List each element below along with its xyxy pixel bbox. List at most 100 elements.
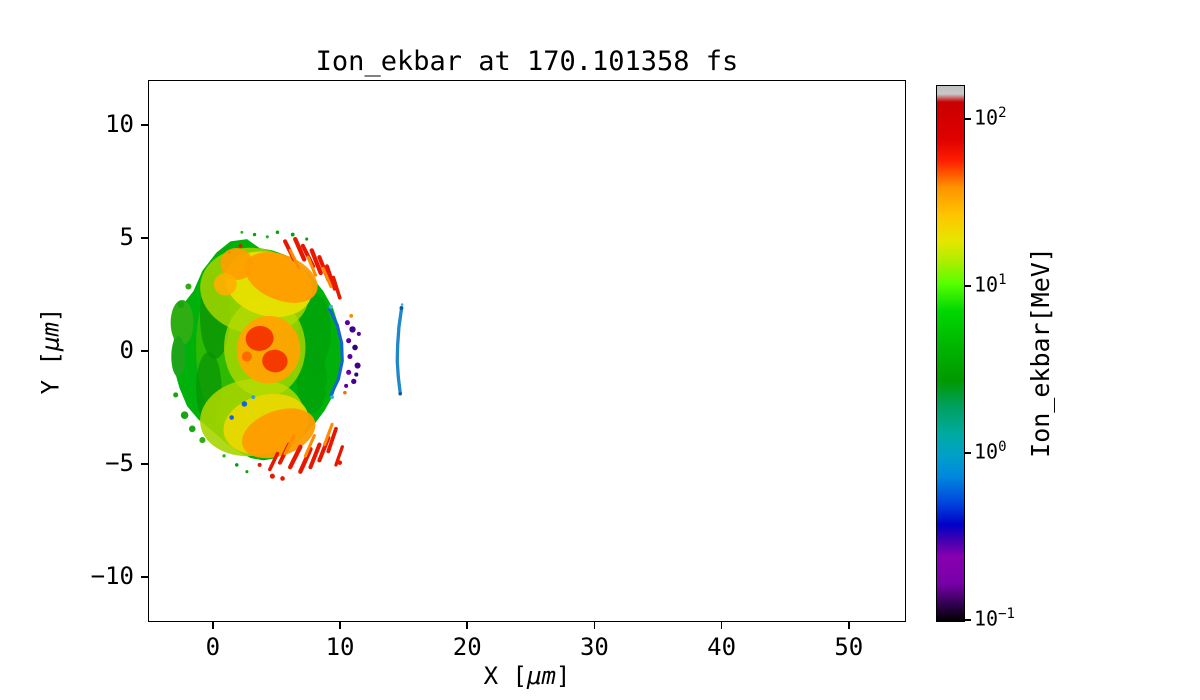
plume-feature <box>395 307 404 395</box>
plume-feature <box>398 391 402 396</box>
x-tick-label: 20 <box>452 633 482 661</box>
plume-feature <box>288 444 303 470</box>
colorbar-tick-mark <box>964 452 971 454</box>
plume-feature <box>251 395 256 400</box>
chart-title: Ion_ekbar at 170.101358 fs <box>315 46 739 77</box>
plume-feature <box>257 462 262 467</box>
y-axis-label: Y [μm] <box>22 80 78 622</box>
y-tick-label: 5 <box>119 223 134 252</box>
colorbar-tick-label: 100 <box>974 439 1007 464</box>
colorbar-tick-mark <box>964 619 971 621</box>
colorbar-tick-mark <box>964 285 971 287</box>
y-tick-label: 0 <box>119 336 134 364</box>
plume-feature <box>222 454 226 458</box>
colorbar-tick-mark <box>964 118 971 120</box>
y-axis-label-pre: Y [ <box>36 351 64 395</box>
plume-feature <box>245 470 249 474</box>
plume-feature <box>303 434 316 458</box>
plume-feature <box>344 383 349 388</box>
plume-feature <box>337 460 343 465</box>
plume-feature <box>352 344 358 351</box>
plume-feature <box>213 272 237 296</box>
y-axis-label-unit: μm <box>36 322 64 351</box>
plume-feature <box>220 247 254 280</box>
y-tick-label: −10 <box>90 561 134 590</box>
plume-feature <box>177 301 185 309</box>
plume-feature <box>245 325 274 351</box>
plume-feature <box>280 476 285 481</box>
colorbar-tick-label: 102 <box>974 105 1007 130</box>
colorbar <box>936 85 965 622</box>
plume-feature <box>180 411 189 420</box>
plume-feature <box>188 425 196 433</box>
plume-feature <box>354 362 361 369</box>
plume-feature <box>244 252 318 303</box>
plume-feature <box>344 320 350 326</box>
plume-feature <box>351 378 357 385</box>
x-axis-label: X [μm] <box>148 662 906 690</box>
plume-feature <box>171 336 186 377</box>
plume-feature <box>297 293 331 371</box>
plume-feature <box>298 446 313 474</box>
plume-feature <box>334 445 344 467</box>
plume-feature <box>275 230 280 235</box>
plume-feature <box>296 349 328 413</box>
plume-feature <box>242 408 316 459</box>
plume-feature <box>293 236 307 262</box>
plume-feature <box>288 248 301 270</box>
x-axis-label-post: ] <box>555 662 571 690</box>
plume-feature <box>331 275 342 300</box>
plume-feature <box>349 313 354 318</box>
plume-feature <box>269 473 275 479</box>
y-tick-mark <box>141 576 148 578</box>
plume-feature <box>399 306 404 310</box>
plume-feature <box>328 307 344 397</box>
plume-feature <box>346 369 352 375</box>
plume-feature <box>240 230 244 234</box>
x-axis-label-pre: X [ <box>483 662 527 690</box>
plot-area <box>148 80 906 622</box>
plume-feature <box>283 434 296 456</box>
x-tick-mark <box>339 622 341 629</box>
x-tick-label: 0 <box>205 633 221 661</box>
plume-feature <box>309 248 323 276</box>
x-tick-label: 50 <box>834 633 864 661</box>
plume-feature <box>290 232 295 237</box>
plume-feature <box>185 283 192 290</box>
plume-feature <box>170 300 194 346</box>
plume-feature <box>252 232 257 237</box>
x-tick-label: 40 <box>707 633 737 661</box>
y-tick-mark <box>141 350 148 352</box>
plume-feature <box>262 349 288 373</box>
plume-feature <box>173 392 179 398</box>
x-axis-label-unit: μm <box>527 662 556 690</box>
colorbar-label-text: Ion_ekbar[MeV] <box>1025 247 1055 458</box>
heatmap-canvas <box>170 230 404 481</box>
plume-feature <box>325 264 337 291</box>
y-tick-label: −5 <box>105 448 134 477</box>
x-tick-mark <box>212 622 214 629</box>
x-tick-label: 10 <box>325 633 355 661</box>
x-tick-mark <box>593 622 596 629</box>
y-tick-mark <box>141 124 148 126</box>
plume-feature <box>354 372 359 377</box>
y-tick-label: 10 <box>105 110 134 139</box>
x-tick-mark <box>466 622 468 629</box>
y-tick-mark <box>141 237 148 239</box>
x-tick-mark <box>848 622 850 629</box>
plume-feature <box>346 338 352 344</box>
plume-feature <box>227 250 231 255</box>
y-axis-label-post: ] <box>36 307 64 323</box>
plume-feature <box>306 255 318 277</box>
y-tick-mark <box>141 463 148 465</box>
plume-feature <box>347 353 353 360</box>
plume-feature <box>199 437 206 444</box>
plume-feature <box>234 463 239 467</box>
plume-feature <box>229 415 234 420</box>
plume-feature <box>343 390 347 395</box>
plume-feature <box>305 237 309 241</box>
plume-feature <box>241 401 248 407</box>
colorbar-tick-label: 101 <box>974 272 1007 297</box>
plume-feature <box>400 303 404 306</box>
colorbar-tick-label: 10−1 <box>974 606 1015 631</box>
